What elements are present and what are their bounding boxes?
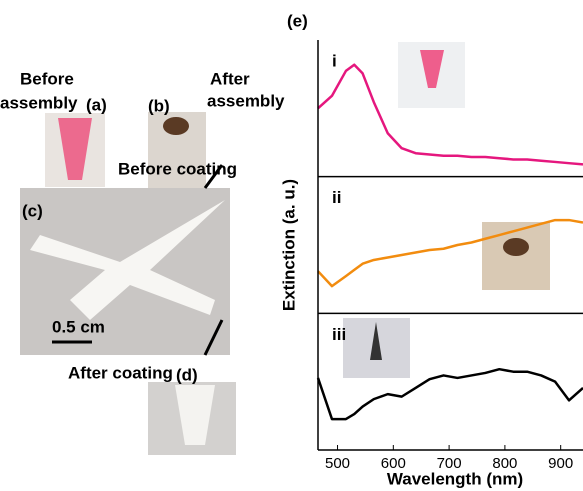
panel-label: i — [332, 51, 337, 70]
figure: Before assembly (a) (b) After assembly B… — [0, 0, 583, 491]
x-tick-label: 600 — [381, 455, 406, 472]
panel-label: ii — [332, 188, 341, 207]
tube-brown — [163, 117, 189, 135]
label: Before — [20, 69, 74, 88]
label: assembly — [0, 93, 78, 112]
x-tick-label: 800 — [492, 455, 517, 472]
label: (b) — [148, 96, 170, 115]
x-axis-label: Wavelength (nm) — [387, 469, 523, 488]
panel-label: iii — [332, 325, 346, 344]
label: assembly — [207, 91, 285, 110]
label: (d) — [176, 365, 198, 384]
y-axis-label: Extinction (a. u.) — [279, 179, 298, 311]
x-tick-label: 500 — [325, 455, 350, 472]
label: After coating — [68, 363, 173, 382]
label: (c) — [22, 201, 43, 220]
label: Before coating — [118, 159, 237, 178]
x-tick-label: 900 — [548, 455, 573, 472]
label: (a) — [86, 95, 107, 114]
x-tick-label: 700 — [437, 455, 462, 472]
label: (e) — [287, 11, 308, 30]
inset-blob — [503, 238, 529, 256]
label: 0.5 cm — [52, 317, 105, 336]
label: After — [210, 69, 250, 88]
